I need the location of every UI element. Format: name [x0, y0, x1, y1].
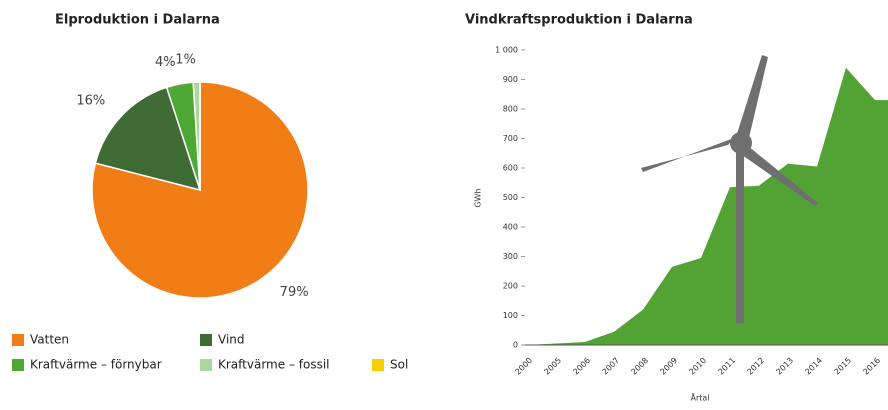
x-tick-label: 2000	[513, 356, 534, 377]
pie-title: Elproduktion i Dalarna	[55, 13, 220, 28]
legend-label: Sol	[390, 358, 408, 372]
legend-label: Vind	[218, 333, 245, 347]
pie-slice	[91, 81, 309, 299]
x-tick-label: 2012	[745, 356, 766, 377]
x-tick-label: 2014	[803, 356, 824, 377]
data-label: 4%	[155, 55, 176, 70]
x-tick-label: 2007	[600, 356, 621, 377]
y-tick-label: 1 000	[495, 46, 518, 55]
area	[527, 67, 888, 345]
y-tick-label: 300	[503, 252, 518, 261]
x-tick-label: 2015	[832, 356, 853, 377]
legend-label: Vatten	[30, 333, 69, 347]
legend-swatch	[372, 359, 384, 371]
legend-swatch	[200, 359, 212, 371]
x-tick-label: 2013	[774, 356, 795, 377]
y-tick-label: 500	[503, 193, 518, 202]
legend-swatch	[12, 359, 24, 371]
data-label: 1%	[175, 53, 196, 68]
x-tick-label: 2005	[542, 356, 563, 377]
y-tick-label: 900	[503, 75, 518, 84]
y-tick-label: 0	[513, 341, 518, 350]
legend-label: Kraftvärme – fossil	[218, 358, 330, 372]
y-tick-label: 100	[503, 311, 518, 320]
x-axis-label: Årtal	[690, 392, 709, 403]
legend-label: Kraftvärme – förnybar	[30, 358, 162, 372]
x-tick-label: 2008	[629, 356, 650, 377]
y-tick-label: 800	[503, 105, 518, 114]
data-label: 79%	[280, 285, 309, 300]
x-tick-label: 2010	[687, 356, 708, 377]
pie-slice	[94, 86, 202, 192]
legend-swatch	[12, 334, 24, 346]
y-axis-label: GWh	[474, 188, 483, 207]
x-tick-label: 2016	[861, 356, 882, 377]
legend-swatch	[200, 334, 212, 346]
y-tick-label: 700	[503, 134, 518, 143]
x-tick-label: 2009	[658, 356, 679, 377]
x-tick-label: 2011	[716, 356, 737, 377]
y-tick-label: 200	[503, 282, 518, 291]
wind-turbine-icon	[641, 55, 818, 323]
area-title: Vindkraftsproduktion i Dalarna	[465, 13, 693, 28]
data-label: 16%	[76, 94, 105, 109]
y-tick-label: 600	[503, 164, 518, 173]
y-tick-label: 400	[503, 223, 518, 232]
x-tick-label: 2006	[571, 356, 592, 377]
